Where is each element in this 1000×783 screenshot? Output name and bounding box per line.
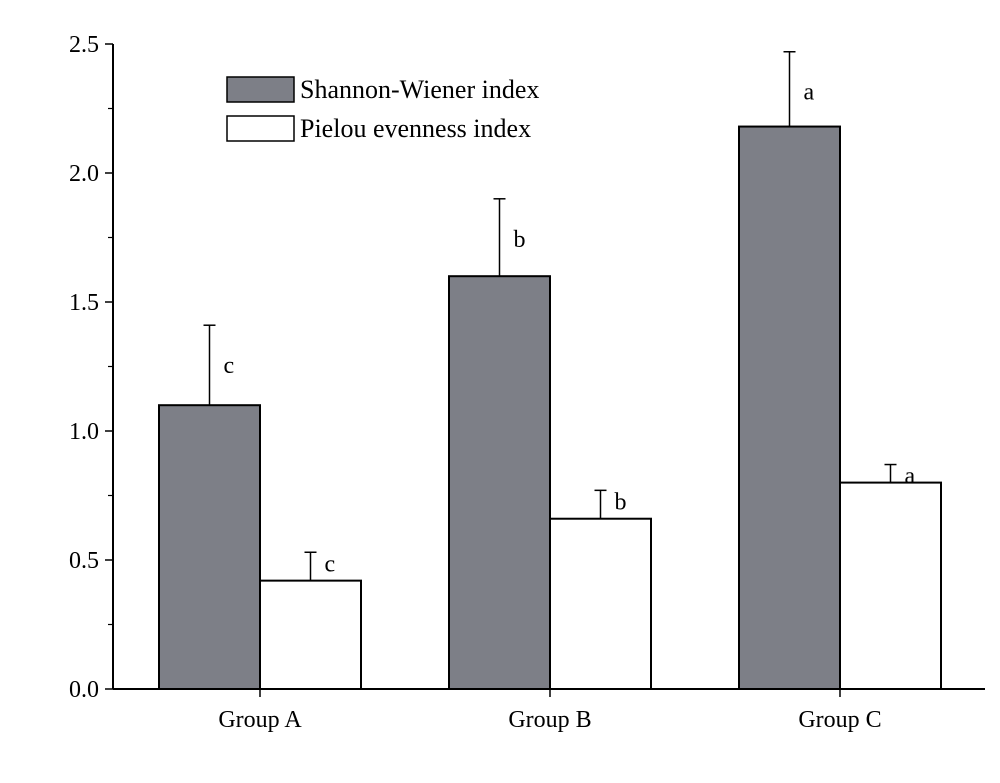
x-tick-label: Group A (218, 707, 302, 733)
error-bar-pielou-group-c (884, 463, 897, 483)
bar-shannon-group-a (158, 404, 261, 690)
y-tick-label: 0.5 (69, 548, 99, 574)
legend-swatch-shannon (226, 76, 295, 103)
significance-letter: c (224, 353, 235, 379)
y-tick-label: 1.5 (69, 290, 99, 316)
bar-shannon-group-b (448, 275, 551, 690)
bar-pielou-group-a (259, 579, 362, 691)
bar-shannon-group-c (738, 125, 841, 690)
legend-label-pielou: Pielou evenness index (300, 114, 531, 143)
x-labels-layer: Group A Group B Group C (218, 689, 882, 733)
legend-swatch-pielou (226, 115, 295, 142)
x-tick-label: Group B (508, 707, 591, 733)
bars-layer (158, 125, 942, 691)
bar-pielou-group-b (549, 517, 652, 690)
significance-letter: b (514, 227, 526, 253)
error-bar-shannon-group-a (203, 324, 216, 406)
y-tick-label: 2.0 (69, 161, 99, 187)
significance-letter: a (804, 80, 815, 106)
error-bars-layer (203, 50, 897, 581)
y-ticks-layer: 0.0 0.5 1.0 1.5 2.0 2.5 (69, 32, 113, 703)
bar-pielou-group-c (839, 481, 942, 690)
y-tick-label: 2.5 (69, 32, 99, 58)
significance-letters-layer: c c b b a a (224, 80, 916, 578)
legend: Shannon-Wiener index Pielou evenness ind… (226, 75, 539, 143)
error-bar-pielou-group-a (304, 551, 317, 581)
error-bar-pielou-group-b (594, 489, 607, 519)
x-tick-label: Group C (798, 707, 881, 733)
y-tick-label: 1.0 (69, 419, 99, 445)
significance-letter: b (615, 489, 627, 515)
y-tick-label: 0.0 (69, 677, 99, 703)
legend-label-shannon: Shannon-Wiener index (300, 75, 539, 104)
significance-letter: c (325, 551, 336, 577)
error-bar-shannon-group-b (493, 198, 506, 277)
significance-letter: a (905, 464, 916, 490)
error-bar-shannon-group-c (783, 50, 796, 127)
